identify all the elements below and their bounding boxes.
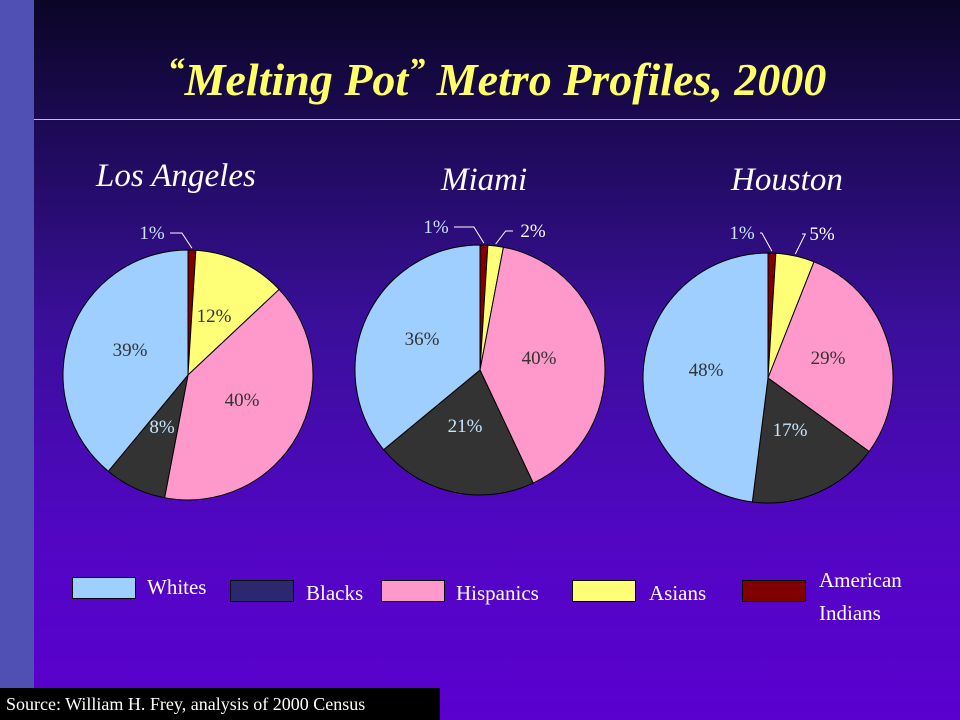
data-label-los-angeles-blacks: 8% <box>149 417 175 438</box>
left-accent-bar <box>0 0 34 720</box>
data-label-houston-hispanics: 29% <box>811 348 846 369</box>
legend-label-asians: Asians <box>649 581 707 605</box>
city-title-los-angeles: Los Angeles <box>96 158 256 194</box>
data-label-miami-american-indians: 1% <box>423 217 449 238</box>
slide-title: “Melting Pot” Metro Profiles, 2000 <box>34 52 960 106</box>
legend-label-hispanics: Hispanics <box>456 581 539 605</box>
data-label-los-angeles-american-indians: 1% <box>139 223 165 244</box>
data-label-miami-hispanics: 40% <box>522 348 557 369</box>
leader-line-los-angeles-american-indians <box>170 232 193 249</box>
legend-label-american-indians-line1: American <box>819 568 902 592</box>
data-label-miami-whites: 36% <box>405 329 440 350</box>
legend-swatch-whites <box>72 577 136 599</box>
title-melting-pot: Melting Pot <box>184 54 409 105</box>
data-label-miami-blacks: 21% <box>448 416 483 437</box>
slice-miami-blacks <box>382 369 534 496</box>
leader-line-miami-american-indians <box>454 226 485 244</box>
slice-houston-blacks <box>751 377 870 504</box>
data-label-houston-blacks: 17% <box>773 420 808 441</box>
data-label-houston-american-indians: 1% <box>729 223 755 244</box>
title-divider <box>34 119 960 120</box>
source-note: Source: William H. Frey, analysis of 200… <box>0 688 440 720</box>
data-label-los-angeles-whites: 39% <box>113 340 148 361</box>
pie-miami: 1% 2% 40% 21% 36% <box>354 217 606 496</box>
leader-line-houston-american-indians <box>760 232 773 252</box>
legend-swatch-blacks <box>230 580 294 602</box>
slice-miami-hispanics <box>479 246 606 484</box>
slice-houston-hispanics <box>767 261 894 453</box>
title-open-quote: “ <box>167 52 185 89</box>
title-rest: Metro Profiles, 2000 <box>425 54 827 105</box>
pie-los-angeles: 1% 12% 40% 8% 39% <box>62 223 314 501</box>
city-title-miami: Miami <box>441 162 528 198</box>
title-close-quote: ” <box>408 52 426 89</box>
data-label-miami-asians: 2% <box>520 221 546 242</box>
legend-label-blacks: Blacks <box>306 581 364 605</box>
data-label-los-angeles-asians: 12% <box>197 306 232 327</box>
legend-swatch-hispanics <box>381 580 445 602</box>
pie-houston: 1% 5% 29% 17% 48% <box>642 223 894 504</box>
slice-los-angeles-asians <box>187 249 280 377</box>
slice-los-angeles-whites <box>62 249 189 473</box>
legend-swatch-asians <box>572 580 636 602</box>
legend-label-american-indians-line2: Indians <box>819 601 881 625</box>
slice-miami-whites <box>354 244 481 451</box>
city-title-houston: Houston <box>731 162 843 198</box>
data-label-houston-asians: 5% <box>809 224 835 245</box>
slice-houston-whites <box>642 252 769 503</box>
leader-line-houston-asians <box>794 233 807 255</box>
data-label-houston-whites: 48% <box>689 360 724 381</box>
leader-line-miami-asians <box>495 230 513 245</box>
data-label-los-angeles-hispanics: 40% <box>225 390 260 411</box>
legend-label-whites: Whites <box>147 575 207 599</box>
legend-swatch-american-indians <box>742 580 806 602</box>
slice-los-angeles-hispanics <box>163 288 314 501</box>
